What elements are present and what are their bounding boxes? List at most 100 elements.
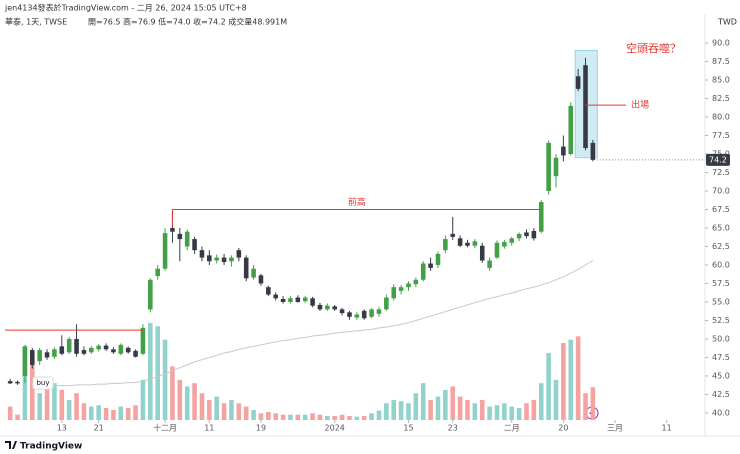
candle-body [214, 257, 219, 261]
volume-bar [450, 386, 456, 420]
candle-body [162, 233, 168, 269]
candle-body [575, 76, 581, 89]
candle-body [472, 241, 478, 246]
candle-body [391, 287, 397, 299]
candle-body [487, 260, 492, 268]
volume-bar [74, 393, 79, 420]
volume-bar [420, 383, 426, 420]
volume-bar [457, 396, 463, 420]
volume-bar [332, 415, 338, 420]
x-tick-label: 二月 [504, 424, 520, 433]
volume-bar [369, 413, 374, 420]
volume-bar [192, 383, 197, 420]
y-tick-label: 47.5 [712, 353, 730, 362]
logo: TradingView [5, 441, 82, 452]
volume-bar [111, 409, 116, 420]
candle-body [450, 233, 456, 237]
volume-bar [66, 399, 72, 420]
volume-bar [354, 416, 360, 420]
y-tick-label: 85.0 [712, 75, 730, 84]
candle-body [192, 239, 197, 251]
volume-bar [89, 406, 94, 420]
volume-bar [302, 414, 308, 420]
candle-body [369, 309, 374, 317]
candle-body [420, 263, 426, 280]
candle-body [376, 309, 382, 314]
y-tick-label: 90.0 [712, 38, 730, 47]
x-tick-label: 11 [204, 424, 214, 433]
candle-body [317, 304, 323, 310]
candle-body [266, 287, 271, 295]
volume-bar [125, 407, 131, 420]
candle-body [140, 327, 146, 354]
volume-bar [30, 356, 35, 420]
candle-body [413, 279, 419, 285]
candle-body [531, 230, 537, 239]
volume-bar [7, 406, 13, 420]
volume-bar [398, 401, 404, 420]
volume-bar [266, 411, 271, 420]
volume-bar [155, 326, 160, 420]
candle-body [96, 345, 101, 350]
candle-body [435, 253, 441, 265]
volume-bar [502, 403, 507, 420]
candle-body [221, 257, 227, 263]
candle-body [74, 338, 79, 354]
candle-body [243, 257, 249, 279]
candle-body [125, 347, 131, 353]
volume-bar [118, 406, 124, 420]
volume-bar [288, 414, 293, 420]
volume-bar [44, 379, 50, 420]
volume-bar [428, 399, 433, 420]
volume-bar [531, 399, 537, 420]
level-label: 出場 [631, 99, 649, 111]
x-tick-label: 13 [57, 424, 67, 433]
candle-body [280, 299, 286, 302]
candle-body [30, 350, 35, 365]
candle-body [443, 239, 448, 251]
candle-body [22, 346, 28, 376]
candle-body [207, 255, 212, 262]
y-tick-label: 87.5 [712, 57, 730, 66]
candle-body [494, 242, 500, 258]
volume-bar [170, 366, 175, 420]
candle-body [361, 310, 367, 319]
candle-body [524, 232, 529, 237]
buy-box [32, 376, 54, 390]
pattern-label: 空頭吞噬？ [626, 41, 681, 55]
volume-bar [568, 339, 574, 420]
candle-body [273, 294, 278, 299]
candle-body [170, 227, 175, 232]
x-tick-label: 20 [558, 424, 568, 433]
x-tick-label: 23 [448, 424, 458, 433]
candle-body [37, 350, 42, 362]
candle-body [509, 238, 515, 243]
candle-body [310, 298, 315, 306]
y-tick-label: 42.5 [712, 390, 730, 399]
y-tick-label: 77.5 [712, 131, 730, 140]
y-tick-label: 45.0 [712, 371, 730, 380]
volume-bar [590, 387, 596, 420]
candle-body [81, 350, 87, 354]
y-tick-label: 62.5 [712, 242, 730, 251]
buy-label: buy [36, 379, 49, 387]
volume-bar [295, 414, 301, 420]
volume-bar [148, 322, 153, 420]
candle-body [52, 349, 57, 357]
volume-bar [103, 407, 109, 420]
volume-bar [81, 403, 87, 420]
volume-bar [199, 393, 205, 420]
volume-bar [384, 403, 389, 420]
currency: TWD [717, 18, 737, 27]
volume-bar [575, 336, 581, 420]
candle-body [406, 283, 411, 288]
candle-body [332, 306, 338, 310]
volume-bar [177, 379, 183, 420]
y-tick-label: 65.0 [712, 223, 730, 232]
candle-body [398, 287, 404, 291]
volume-bar [561, 343, 566, 420]
candle-body [538, 202, 544, 232]
brand: TradingView [20, 442, 82, 452]
volume-bar [59, 389, 65, 420]
